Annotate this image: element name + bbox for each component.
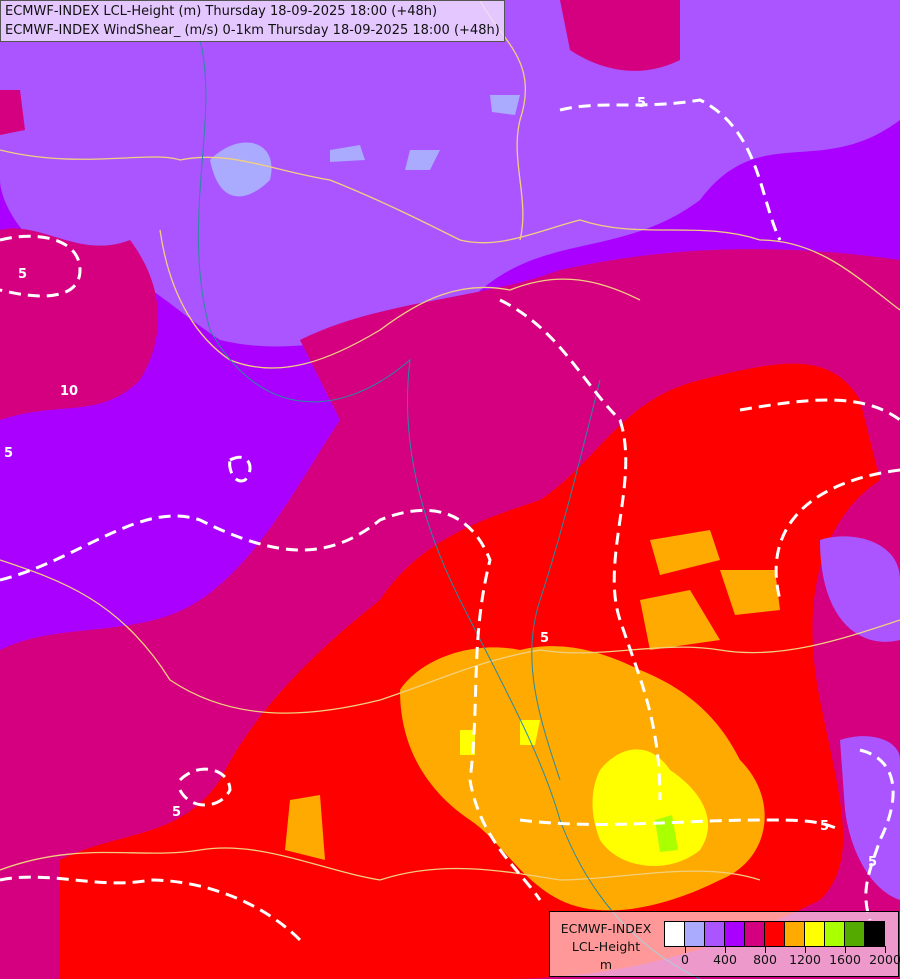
legend-unit: m	[599, 957, 613, 972]
legend-tick-label: 1600	[829, 952, 861, 967]
field-magenta-north	[0, 0, 680, 135]
legend-swatch	[705, 922, 725, 946]
title-line-windshear: ECMWF-INDEX WindShear_ (m/s) 0-1km Thurs…	[5, 23, 500, 38]
legend-color-bar	[664, 921, 885, 947]
field-lavender	[210, 95, 520, 197]
legend-swatch	[725, 922, 745, 946]
legend-tick	[805, 946, 806, 953]
legend-swatch	[825, 922, 845, 946]
legend-tick	[725, 946, 726, 953]
windshear-contours	[0, 98, 900, 942]
field-magenta-west	[0, 228, 159, 420]
contour-label: 5	[172, 805, 181, 820]
contour-label: 5	[820, 819, 829, 834]
legend-tick	[765, 946, 766, 953]
contour-label: 5	[868, 855, 877, 870]
contour-labels: 5 5 10 5 5 5 5 5	[4, 96, 877, 870]
contour-label: 10	[60, 384, 78, 399]
legend-tick	[885, 946, 886, 953]
map-title: ECMWF-INDEX LCL-Height (m) Thursday 18-0…	[0, 0, 505, 42]
legend-swatch	[865, 922, 884, 946]
color-legend: ECMWF-INDEX LCL-Height m 0 400 800 1200 1600…	[549, 911, 900, 977]
legend-swatch	[785, 922, 805, 946]
legend-tick	[685, 946, 686, 953]
field-lavender-east	[820, 536, 900, 900]
contour-label: 5	[4, 446, 13, 461]
legend-swatch	[685, 922, 705, 946]
legend-tick	[845, 946, 846, 953]
legend-tick-label: 400	[713, 952, 737, 967]
legend-swatch	[805, 922, 825, 946]
field-yellow	[460, 720, 709, 867]
legend-subtitle: LCL-Height	[571, 939, 641, 954]
legend-swatch	[765, 922, 785, 946]
legend-swatch	[665, 922, 685, 946]
legend-swatch	[745, 922, 765, 946]
contour-label: 5	[18, 267, 27, 282]
contour-label: 5	[637, 96, 646, 111]
rivers	[197, 39, 701, 979]
legend-tick-label: 0	[681, 952, 689, 967]
legend-tick-label: 2000	[869, 952, 900, 967]
legend-tick-label: 1200	[789, 952, 821, 967]
legend-swatch	[845, 922, 865, 946]
legend-title: ECMWF-INDEX	[560, 921, 652, 936]
legend-tick-label: 800	[753, 952, 777, 967]
title-line-lcl: ECMWF-INDEX LCL-Height (m) Thursday 18-0…	[5, 4, 438, 19]
field-light-purple-north	[0, 0, 900, 347]
contour-label: 5	[540, 631, 549, 646]
